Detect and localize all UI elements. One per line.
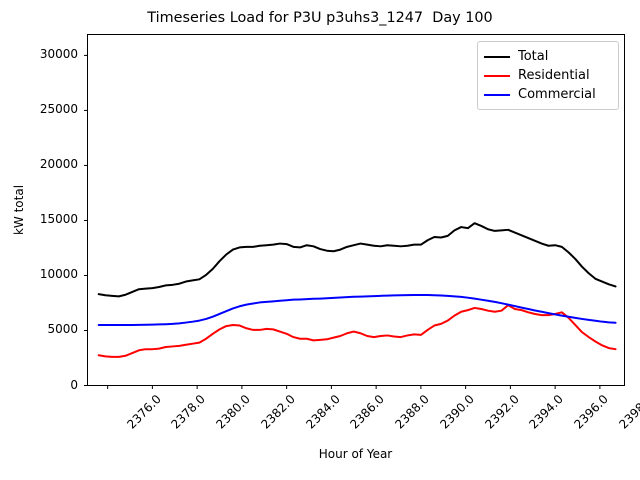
series-lines [97,222,617,358]
tick-marks [84,54,601,389]
y-tick-label: 20000 [39,157,78,172]
legend-swatch-residential-icon [484,74,510,77]
y-tick-label: 30000 [39,47,78,62]
legend-label: Commercial [518,87,596,102]
y-axis-label: kW total [12,184,27,236]
y-tick-label: 25000 [39,102,78,117]
axes-spines [87,34,625,386]
x-axis-label: Hour of Year [318,447,393,461]
legend-label: Total [518,49,549,64]
axes-frame [87,34,625,386]
series-line-commercial [97,293,617,326]
legend-swatch-commercial-icon [484,93,510,96]
series-line-residential [97,304,617,358]
legend-label: Residential [518,68,590,83]
y-axis-label-wrap: kW total [8,0,30,420]
chart-title: Timeseries Load for P3U p3uhs3_1247 Day … [147,10,493,26]
chart-legend: Total Residential Commercial [477,41,619,110]
y-tick-label: 10000 [39,267,78,282]
legend-item-total: Total [484,47,610,66]
series-line-total [97,222,617,298]
y-tick-label: 5000 [47,322,78,337]
y-tick-label: 15000 [39,212,78,227]
legend-swatch-total-icon [484,55,510,58]
y-tick-label: 0 [70,377,78,392]
legend-item-residential: Residential [484,66,610,85]
legend-item-commercial: Commercial [484,85,610,104]
